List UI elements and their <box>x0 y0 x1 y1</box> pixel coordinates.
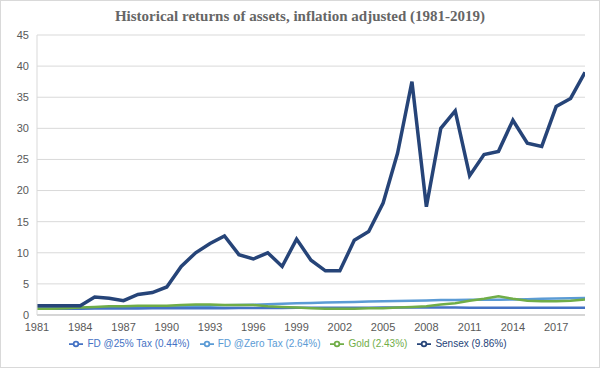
html-text:Gold (2.43%): Gold (2.43%) <box>348 337 408 349</box>
svg-text:5: 5 <box>23 278 29 290</box>
svg-text:1999: 1999 <box>284 321 308 333</box>
svg-text:1981: 1981 <box>25 321 49 333</box>
svg-text:45: 45 <box>17 29 29 41</box>
svg-text:2017: 2017 <box>544 321 568 333</box>
html-text:FD @25% Tax (0.44%): FD @25% Tax (0.44%) <box>87 337 190 349</box>
svg-text:40: 40 <box>17 60 29 72</box>
html-text:FD @Zero Tax (2.64%): FD @Zero Tax (2.64%) <box>217 337 321 349</box>
svg-text:0: 0 <box>23 309 29 321</box>
svg-text:10: 10 <box>17 247 29 259</box>
svg-text:1996: 1996 <box>241 321 265 333</box>
svg-text:2011: 2011 <box>458 321 482 333</box>
svg-text:1987: 1987 <box>111 321 135 333</box>
svg-text:2014: 2014 <box>501 321 525 333</box>
svg-text:25: 25 <box>17 153 29 165</box>
svg-text:35: 35 <box>17 91 29 103</box>
svg-text:1993: 1993 <box>198 321 222 333</box>
svg-text:1984: 1984 <box>68 321 92 333</box>
html-text:Historical returns of assets,: Historical returns of assets, inflation … <box>114 8 486 24</box>
html-text:Sensex (9.86%): Sensex (9.86%) <box>435 337 507 349</box>
svg-text:2008: 2008 <box>414 321 438 333</box>
svg-text:20: 20 <box>17 184 29 196</box>
svg-text:1990: 1990 <box>155 321 179 333</box>
svg-text:15: 15 <box>17 216 29 228</box>
svg-text:2002: 2002 <box>328 321 352 333</box>
svg-text:30: 30 <box>17 122 29 134</box>
svg-text:2005: 2005 <box>371 321 395 333</box>
